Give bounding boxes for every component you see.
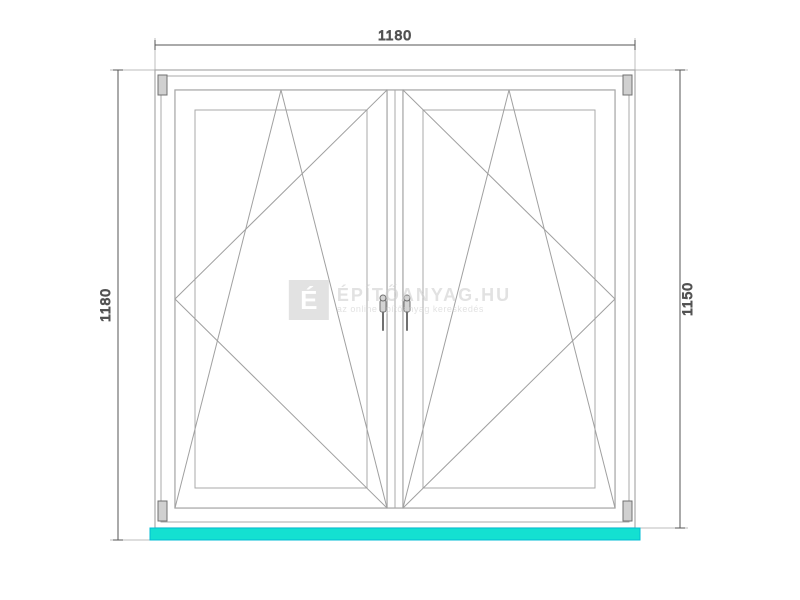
window-drawing: 1180 1180 1150 (0, 0, 800, 600)
window-sill (150, 528, 640, 540)
dim-top-value: 1180 (378, 27, 412, 43)
left-sash (175, 90, 387, 508)
dim-right-value: 1150 (679, 282, 695, 316)
center-mullion (387, 90, 403, 508)
diagram-stage: 1180 1180 1150 (0, 0, 800, 600)
dim-left-value: 1180 (97, 288, 113, 322)
right-sash (403, 90, 615, 508)
